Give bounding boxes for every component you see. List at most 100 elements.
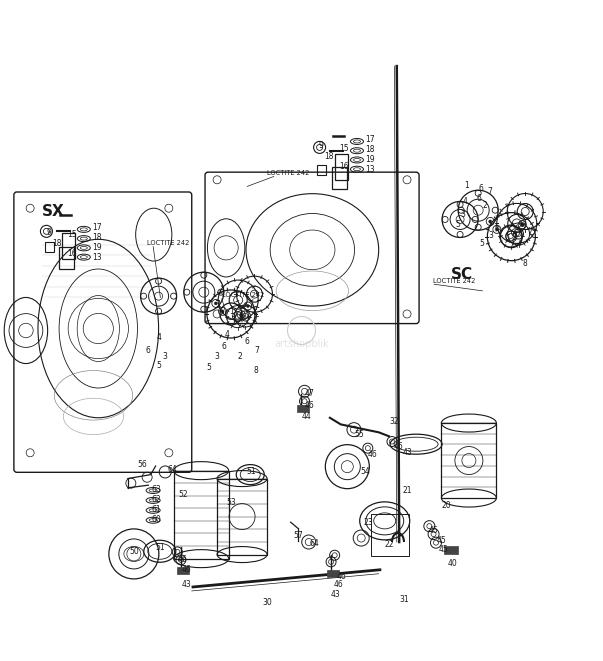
Text: 56: 56 xyxy=(137,459,147,469)
Text: 51: 51 xyxy=(246,467,256,476)
Bar xyxy=(335,154,348,180)
Text: 2: 2 xyxy=(482,201,487,210)
Text: 6: 6 xyxy=(245,337,250,346)
Text: LOCTITE 242: LOCTITE 242 xyxy=(433,278,475,284)
Text: 13: 13 xyxy=(365,165,374,174)
Text: 31: 31 xyxy=(399,595,409,604)
Text: SC: SC xyxy=(451,267,473,282)
Text: 7: 7 xyxy=(528,228,532,237)
Text: 54: 54 xyxy=(360,467,370,476)
Bar xyxy=(371,514,409,557)
Bar xyxy=(45,242,54,252)
Text: 5: 5 xyxy=(479,239,484,248)
Text: 64: 64 xyxy=(168,465,177,474)
Text: 5: 5 xyxy=(455,219,460,229)
Bar xyxy=(317,165,326,175)
Text: 57: 57 xyxy=(293,531,303,540)
Text: 46: 46 xyxy=(333,580,343,590)
Text: 45: 45 xyxy=(439,545,449,555)
Text: 30: 30 xyxy=(262,598,272,607)
Text: 32: 32 xyxy=(390,417,399,426)
Text: 17: 17 xyxy=(365,135,374,144)
Bar xyxy=(62,233,75,259)
Text: 7: 7 xyxy=(254,346,259,355)
Text: 18: 18 xyxy=(92,233,102,242)
Text: 50: 50 xyxy=(130,547,139,557)
Text: 6: 6 xyxy=(221,342,226,351)
Text: 15: 15 xyxy=(339,143,349,153)
Text: 15: 15 xyxy=(68,230,77,239)
Text: artshopblik: artshopblik xyxy=(274,339,329,350)
Text: 45: 45 xyxy=(428,526,438,535)
Text: 40: 40 xyxy=(448,559,458,568)
Text: 6: 6 xyxy=(241,313,246,322)
Text: 2: 2 xyxy=(511,233,516,243)
Text: 6: 6 xyxy=(146,346,151,355)
Text: 4: 4 xyxy=(224,330,229,339)
Text: 53: 53 xyxy=(227,498,236,507)
Text: 5: 5 xyxy=(157,361,162,370)
Text: 2: 2 xyxy=(238,352,242,362)
Bar xyxy=(174,471,229,559)
Text: 3: 3 xyxy=(214,352,219,362)
Text: 13: 13 xyxy=(92,253,102,262)
Text: 46: 46 xyxy=(368,449,377,459)
Text: 43: 43 xyxy=(330,590,340,600)
Text: 18: 18 xyxy=(365,145,374,154)
Text: 46: 46 xyxy=(182,565,192,574)
Text: LOCTITE 242: LOCTITE 242 xyxy=(222,292,264,299)
Text: 52: 52 xyxy=(178,490,188,499)
Bar xyxy=(441,423,496,498)
Text: 3: 3 xyxy=(488,231,493,240)
Text: 46: 46 xyxy=(337,572,347,581)
Bar xyxy=(177,567,189,574)
Bar xyxy=(327,570,339,577)
Text: 47: 47 xyxy=(305,389,315,399)
Text: 1: 1 xyxy=(229,307,234,317)
Circle shape xyxy=(247,305,249,307)
Circle shape xyxy=(221,310,224,313)
Text: 8: 8 xyxy=(254,366,259,375)
Circle shape xyxy=(496,228,498,231)
Text: 5: 5 xyxy=(206,363,211,372)
Circle shape xyxy=(514,231,517,234)
Text: 46: 46 xyxy=(305,401,315,410)
Text: 16: 16 xyxy=(339,162,349,171)
Text: 3: 3 xyxy=(460,210,465,219)
Text: 6: 6 xyxy=(494,223,499,232)
Bar xyxy=(444,546,458,554)
Text: 18: 18 xyxy=(52,239,62,249)
Text: 63: 63 xyxy=(152,485,162,494)
Text: 60: 60 xyxy=(152,515,162,524)
Text: 19: 19 xyxy=(92,243,102,252)
Text: 6: 6 xyxy=(520,220,525,229)
Text: 45: 45 xyxy=(437,535,446,545)
Text: 61: 61 xyxy=(152,505,162,514)
Text: 64: 64 xyxy=(310,539,320,548)
Text: 7: 7 xyxy=(487,187,492,196)
Text: 17: 17 xyxy=(92,223,102,232)
Text: 4: 4 xyxy=(157,332,162,342)
Bar xyxy=(297,405,309,412)
Text: 23: 23 xyxy=(364,518,373,527)
Text: SX: SX xyxy=(42,204,65,219)
Text: 7: 7 xyxy=(252,313,257,322)
Text: 1: 1 xyxy=(464,180,469,190)
Text: 46: 46 xyxy=(393,442,403,451)
Text: 43: 43 xyxy=(182,580,192,589)
Text: 19: 19 xyxy=(365,155,374,164)
Text: 46: 46 xyxy=(177,555,187,564)
Bar xyxy=(59,247,74,268)
Circle shape xyxy=(489,220,491,223)
Text: 9: 9 xyxy=(318,141,323,150)
Text: 8: 8 xyxy=(523,259,528,268)
Text: 6: 6 xyxy=(476,194,481,203)
Text: 62: 62 xyxy=(152,495,162,504)
Text: 55: 55 xyxy=(354,430,364,440)
Text: 21: 21 xyxy=(403,486,412,495)
Text: 18: 18 xyxy=(324,152,334,161)
Text: 22: 22 xyxy=(385,540,394,549)
Circle shape xyxy=(215,302,217,305)
Text: 16: 16 xyxy=(67,249,77,258)
Circle shape xyxy=(521,223,523,226)
